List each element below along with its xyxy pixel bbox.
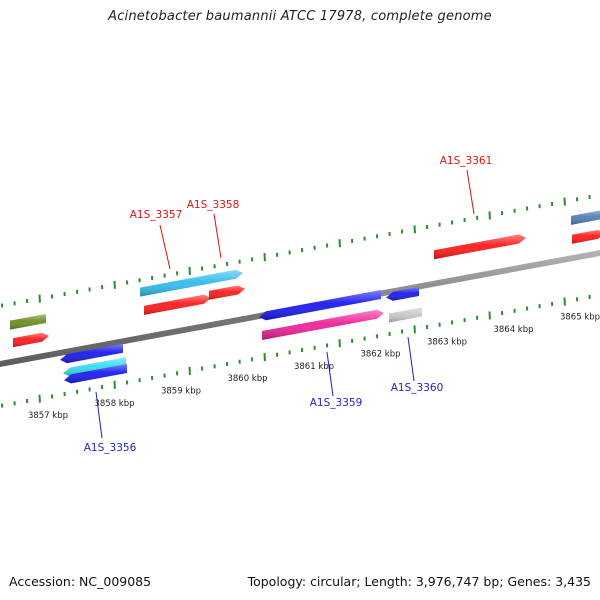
feature-red-3361 — [434, 234, 526, 260]
position-label: 3859 kbp — [161, 387, 201, 397]
position-label: 3862 kbp — [360, 350, 400, 360]
position-label: 3858 kbp — [94, 399, 134, 409]
feature-layer — [10, 210, 600, 384]
length-label: Length: — [364, 574, 412, 589]
svg-text:A1S_3356: A1S_3356 — [84, 442, 137, 454]
svg-text:A1S_3361: A1S_3361 — [440, 155, 493, 167]
feature-blue-3356a — [60, 343, 123, 364]
feature-blue-3359 — [259, 290, 381, 321]
accession-info: Accession: NC_009085 — [9, 574, 151, 589]
length-value: 3,976,747 bp — [415, 574, 500, 589]
feature-olive-upper — [10, 314, 46, 330]
feature-steelblue-edge — [571, 210, 600, 225]
accession-label: Accession: — [9, 574, 76, 589]
topology-value: circular — [310, 574, 357, 589]
feature-red-left — [13, 332, 49, 348]
gene-label-a1s-3356: A1S_3356 — [84, 391, 137, 454]
position-label: 3864 kbp — [493, 325, 533, 335]
feature-gray-3360 — [389, 307, 422, 323]
position-label: 3861 kbp — [294, 362, 334, 372]
feature-red-3358 — [209, 285, 245, 300]
position-label: 3860 kbp — [227, 374, 267, 384]
gene-label-a1s-3358: A1S_3358 — [187, 199, 240, 259]
topology-label: Topology: — [247, 574, 307, 589]
position-label: 3857 kbp — [28, 411, 68, 421]
genes-label: Genes: — [507, 574, 552, 589]
position-label: 3863 kbp — [427, 337, 467, 347]
genome-summary: Topology: circular; Length: 3,976,747 bp… — [247, 574, 591, 589]
svg-text:A1S_3360: A1S_3360 — [391, 382, 444, 394]
svg-text:A1S_3358: A1S_3358 — [187, 199, 240, 211]
genes-value: 3,435 — [555, 574, 591, 589]
feature-cyan-3356 — [63, 357, 126, 377]
position-label: 3865 kbp — [560, 313, 600, 323]
feature-cyan-3357 — [140, 269, 243, 297]
feature-blue-3356b — [64, 364, 127, 384]
accession-value: NC_009085 — [79, 574, 152, 589]
upper-tick-ring — [1, 194, 591, 308]
gene-label-callouts: A1S_3356 A1S_3357 A1S_3358 A1S_3359 A1S_3360… — [84, 155, 493, 454]
feature-red-3357 — [144, 294, 211, 315]
gene-label-a1s-3357: A1S_3357 — [130, 209, 183, 270]
gene-label-a1s-3359: A1S_3359 — [310, 351, 363, 409]
map-title: Acinetobacter baumannii ATCC 17978, comp… — [108, 9, 492, 24]
feature-red-edge — [572, 229, 600, 244]
feature-blue-3360 — [386, 287, 419, 301]
gene-label-a1s-3361: A1S_3361 — [440, 155, 493, 215]
lower-tick-ring — [1, 294, 591, 408]
feature-pink-3359 — [262, 309, 384, 340]
position-labels: 3857 kbp 3858 kbp 3859 kbp 3860 kbp 3861 kbp… — [28, 313, 600, 421]
gene-label-a1s-3360: A1S_3360 — [391, 336, 444, 394]
svg-text:A1S_3357: A1S_3357 — [130, 209, 183, 221]
svg-text:A1S_3359: A1S_3359 — [310, 397, 363, 409]
